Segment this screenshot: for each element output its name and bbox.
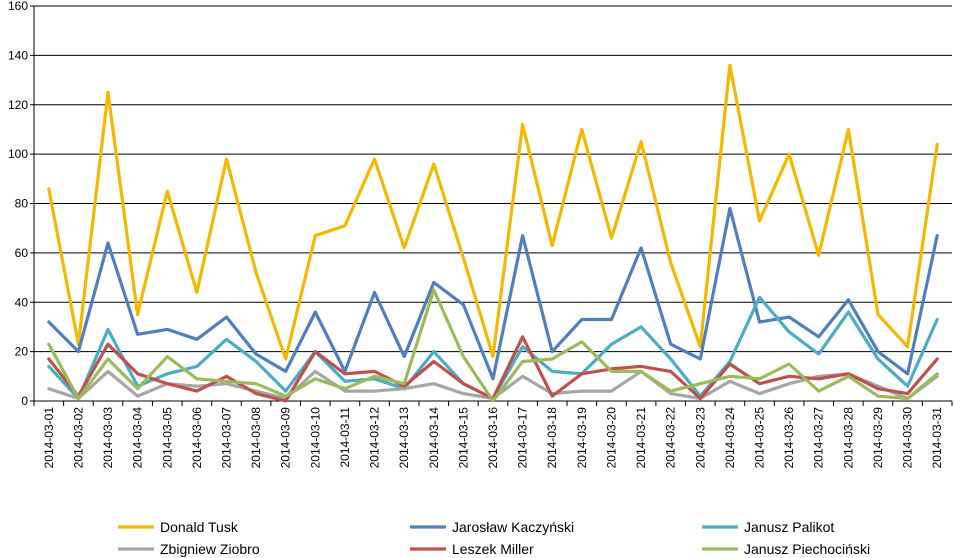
x-tick-label: 2014-03-28 — [841, 407, 855, 469]
legend-label: Jarosław Kaczyński — [452, 519, 574, 535]
x-tick-label: 2014-03-21 — [634, 407, 648, 469]
y-tick-label: 120 — [8, 98, 28, 112]
x-tick-label: 2014-03-22 — [664, 407, 678, 469]
x-tick-label: 2014-03-25 — [753, 407, 767, 469]
x-tick-label: 2014-03-27 — [812, 407, 826, 469]
y-tick-label: 40 — [15, 295, 29, 309]
series-line-1 — [47, 206, 939, 381]
x-tick-label: 2014-03-06 — [190, 407, 204, 469]
x-tick-label: 2014-03-24 — [723, 407, 737, 469]
x-tick-label: 2014-03-05 — [160, 407, 174, 469]
y-tick-label: 0 — [21, 394, 28, 408]
x-tick-label: 2014-03-11 — [338, 407, 352, 468]
legend-item: Zbigniew Ziobro — [118, 541, 260, 557]
legend-label: Leszek Miller — [452, 541, 534, 557]
legend-label: Zbigniew Ziobro — [160, 541, 260, 557]
legend-label: Janusz Palikot — [744, 519, 834, 535]
y-tick-label: 140 — [8, 48, 28, 62]
series-lines — [47, 63, 939, 403]
x-tick-label: 2014-03-29 — [871, 407, 885, 469]
x-tick-label: 2014-03-02 — [71, 407, 85, 469]
legend-item: Jarosław Kaczyński — [410, 519, 574, 535]
x-tick-label: 2014-03-17 — [516, 407, 530, 469]
legend-item: Donald Tusk — [118, 519, 239, 535]
x-tick-label: 2014-03-23 — [693, 407, 707, 469]
y-tick-label: 80 — [15, 197, 29, 211]
x-tick-label: 2014-03-08 — [249, 407, 263, 469]
y-tick-label: 160 — [8, 0, 28, 13]
legend: Donald Tusk Jarosław Kaczyński Janusz Pali… — [118, 519, 870, 557]
axes: 0 20 40 60 80 100 120 140 160 2014-03-01 2014-03-0… — [8, 0, 953, 469]
legend-item: Janusz Piechociński — [702, 541, 870, 557]
x-tick-label: 2014-03-14 — [427, 407, 441, 469]
x-tick-label: 2014-03-15 — [456, 407, 470, 469]
legend-item: Janusz Palikot — [702, 519, 834, 535]
series-line-5 — [47, 288, 939, 403]
x-tick-label: 2014-03-31 — [930, 407, 944, 469]
series-line-0 — [47, 63, 939, 361]
x-tick-label: 2014-03-12 — [368, 407, 382, 469]
x-tick-label: 2014-03-30 — [901, 407, 915, 469]
legend-item: Leszek Miller — [410, 541, 534, 557]
x-tick-label: 2014-03-19 — [575, 407, 589, 469]
x-tick-label: 2014-03-01 — [42, 407, 56, 469]
legend-label: Donald Tusk — [160, 519, 239, 535]
x-tick-label: 2014-03-26 — [782, 407, 796, 469]
x-tick-label: 2014-03-13 — [397, 407, 411, 469]
x-tick-label: 2014-03-18 — [545, 407, 559, 469]
x-tick-label: 2014-03-09 — [279, 407, 293, 469]
y-tick-label: 20 — [15, 345, 29, 359]
x-tick-label: 2014-03-10 — [308, 407, 322, 469]
legend-label: Janusz Piechociński — [744, 541, 870, 557]
x-tick-label: 2014-03-20 — [604, 407, 618, 469]
y-tick-label: 60 — [15, 246, 29, 260]
x-tick-label: 2014-03-07 — [219, 407, 233, 469]
y-tick-label: 100 — [8, 147, 28, 161]
x-tick-label: 2014-03-16 — [486, 407, 500, 469]
x-tick-label: 2014-03-04 — [131, 407, 145, 469]
gridlines — [34, 5, 952, 353]
x-tick-label: 2014-03-03 — [101, 407, 115, 469]
